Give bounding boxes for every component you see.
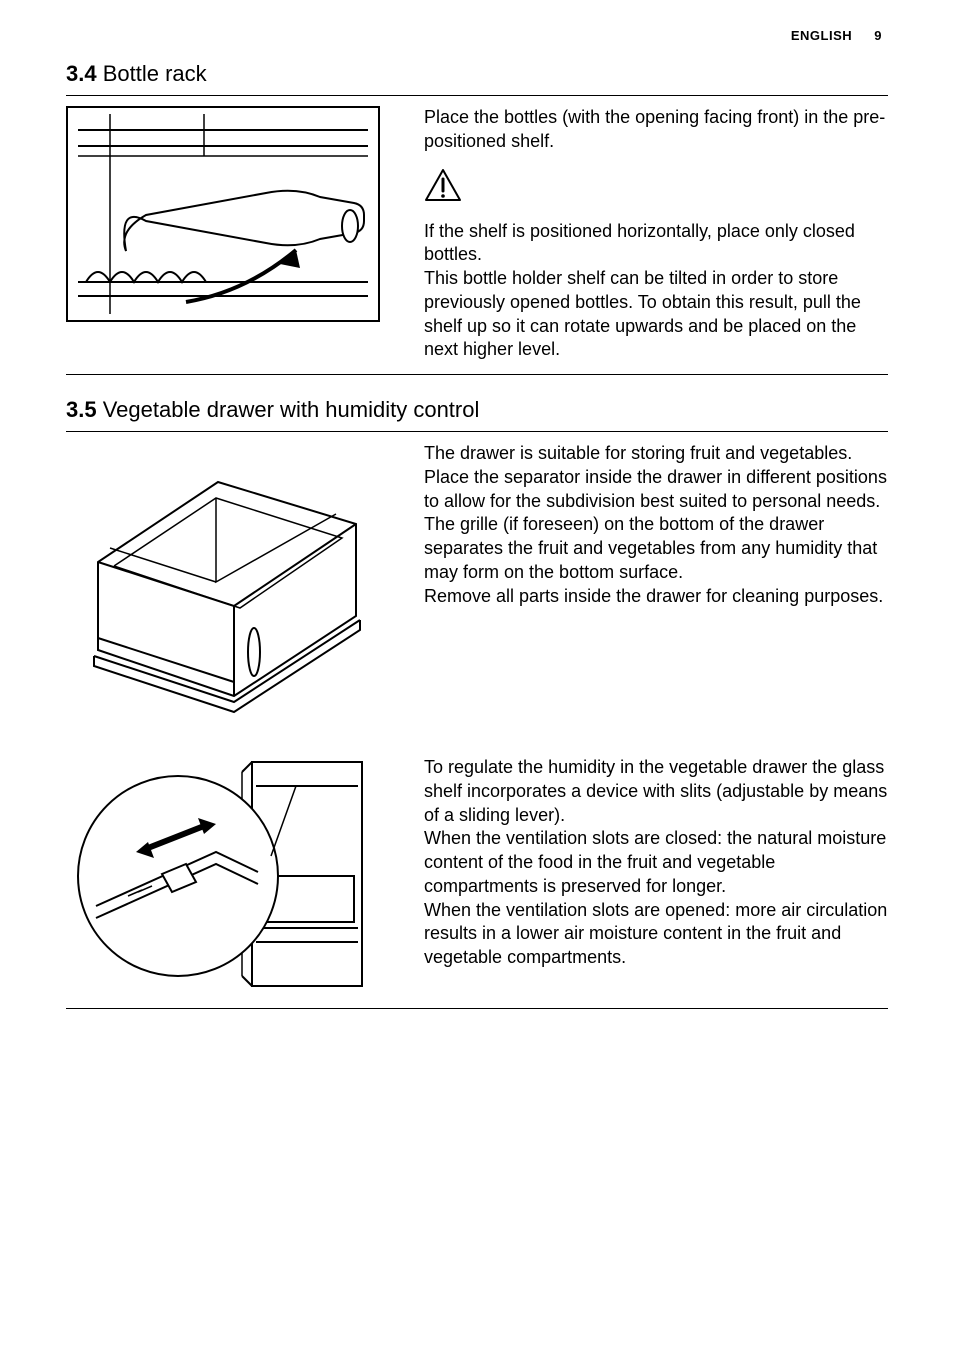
- paragraph: To regulate the humidity in the vegeta­b…: [424, 756, 888, 827]
- header-language: ENGLISH: [791, 28, 852, 43]
- section-title: 3.4 Bottle rack: [66, 61, 888, 95]
- section-title: 3.5 Vegetable drawer with humidity contr…: [66, 397, 888, 431]
- bottle-rack-figure: [66, 106, 380, 322]
- section-row: To regulate the humidity in the vegeta­b…: [66, 738, 888, 996]
- figure-column: [66, 106, 396, 362]
- rule: [66, 374, 888, 375]
- paragraph: This bottle holder shelf can be tilted i…: [424, 267, 888, 362]
- paragraph: If the shelf is positioned horizontally,…: [424, 220, 888, 268]
- paragraph: The grille (if foreseen) on the bottom o…: [424, 513, 888, 584]
- paragraph: The drawer is suitable for storing fruit…: [424, 442, 888, 466]
- figure-column: [66, 442, 396, 738]
- text-column: The drawer is suitable for storing fruit…: [424, 442, 888, 738]
- humidity-control-figure: [66, 756, 380, 996]
- section-number: 3.4: [66, 61, 97, 86]
- section-3-5: 3.5 Vegetable drawer with humidity contr…: [66, 397, 888, 1009]
- paragraph: Remove all parts inside the drawer for c…: [424, 585, 888, 609]
- page-header: ENGLISH 9: [66, 28, 888, 43]
- section-3-4: 3.4 Bottle rack: [66, 61, 888, 375]
- header-page-number: 9: [874, 28, 882, 43]
- drawer-figure: [66, 442, 380, 738]
- paragraph: When the ventilation slots are closed: t…: [424, 827, 888, 898]
- section-row: Place the bottles (with the opening fac­…: [66, 96, 888, 362]
- text-column: To regulate the humidity in the vegeta­b…: [424, 756, 888, 996]
- text-column: Place the bottles (with the opening fac­…: [424, 106, 888, 362]
- section-number: 3.5: [66, 397, 97, 422]
- section-name: Vegetable drawer with humidity control: [103, 397, 480, 422]
- section-name: Bottle rack: [103, 61, 207, 86]
- section-row: The drawer is suitable for storing fruit…: [66, 432, 888, 738]
- rule: [66, 1008, 888, 1009]
- caution-icon: [424, 168, 888, 202]
- paragraph: When the ventilation slots are opened: m…: [424, 899, 888, 970]
- paragraph: Place the bottles (with the opening fac­…: [424, 106, 888, 154]
- paragraph: Place the separator inside the drawer in…: [424, 466, 888, 514]
- page-container: ENGLISH 9 3.4 Bottle rack: [0, 0, 954, 1049]
- figure-column: [66, 756, 396, 996]
